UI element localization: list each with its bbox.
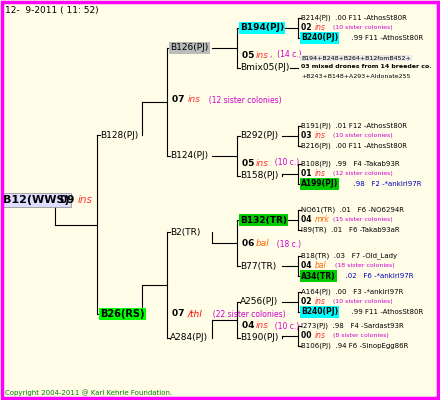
Text: B108(PJ)  .99   F4 -Takab93R: B108(PJ) .99 F4 -Takab93R — [301, 161, 400, 167]
Text: ins: ins — [315, 24, 326, 32]
Text: (18 c.): (18 c.) — [272, 240, 301, 248]
Text: A34(TR): A34(TR) — [301, 272, 336, 280]
Text: (15 sister colonies): (15 sister colonies) — [333, 218, 392, 222]
Text: 07: 07 — [172, 96, 187, 104]
Text: ,  (14 c.): , (14 c.) — [270, 50, 302, 60]
Text: B158(PJ): B158(PJ) — [240, 172, 279, 180]
Text: ins: ins — [315, 132, 326, 140]
Text: 03: 03 — [301, 132, 314, 140]
Text: 04: 04 — [301, 216, 314, 224]
Text: A199(PJ): A199(PJ) — [301, 180, 338, 188]
Text: 09: 09 — [60, 195, 78, 205]
Text: B2(TR): B2(TR) — [170, 228, 200, 236]
Text: I273(PJ)  .98   F4 -Sardast93R: I273(PJ) .98 F4 -Sardast93R — [301, 323, 404, 329]
Text: B214(PJ)  .00 F11 -AthosSt80R: B214(PJ) .00 F11 -AthosSt80R — [301, 15, 407, 21]
Text: (22 sister colonies): (22 sister colonies) — [208, 310, 286, 318]
Text: 02: 02 — [301, 298, 314, 306]
Text: /thl: /thl — [188, 310, 203, 318]
Text: B216(PJ)  .00 F11 -AthosSt80R: B216(PJ) .00 F11 -AthosSt80R — [301, 143, 407, 149]
Text: 04: 04 — [242, 322, 258, 330]
Text: B240(PJ): B240(PJ) — [301, 308, 338, 316]
Text: (12 sister colonies): (12 sister colonies) — [329, 172, 393, 176]
Text: 05: 05 — [242, 50, 257, 60]
Text: A284(PJ): A284(PJ) — [170, 334, 208, 342]
Text: .02   F6 -*ankiri97R: .02 F6 -*ankiri97R — [341, 273, 414, 279]
Text: A164(PJ)  .00   F3 -*ankiri97R: A164(PJ) .00 F3 -*ankiri97R — [301, 289, 403, 295]
Text: B190(PJ): B190(PJ) — [240, 334, 279, 342]
Text: ins: ins — [256, 50, 269, 60]
Text: ins: ins — [315, 170, 326, 178]
Text: B77(TR): B77(TR) — [240, 262, 276, 270]
Text: mrk: mrk — [315, 216, 330, 224]
Text: B12(WWS): B12(WWS) — [3, 195, 70, 205]
Text: +B243+B148+A293+Aldonate255: +B243+B148+A293+Aldonate255 — [301, 74, 411, 78]
Text: ins: ins — [188, 96, 201, 104]
Text: B126(PJ): B126(PJ) — [170, 44, 208, 52]
Text: A256(PJ): A256(PJ) — [240, 298, 278, 306]
Text: (18 sister colonies): (18 sister colonies) — [331, 264, 395, 268]
Text: B26(RS): B26(RS) — [100, 309, 144, 319]
Text: (10 c.): (10 c.) — [270, 322, 299, 330]
Text: ins: ins — [256, 322, 269, 330]
Text: ins: ins — [78, 195, 93, 205]
Text: B18(TR)  .03   F7 -Old_Lady: B18(TR) .03 F7 -Old_Lady — [301, 253, 397, 259]
Text: 04: 04 — [301, 262, 314, 270]
Text: .99 F11 -AthosSt80R: .99 F11 -AthosSt80R — [347, 35, 423, 41]
Text: .98   F2 -*ankiri97R: .98 F2 -*ankiri97R — [349, 181, 422, 187]
Text: 01: 01 — [301, 170, 314, 178]
Text: bal: bal — [315, 262, 326, 270]
Text: B132(TR): B132(TR) — [240, 216, 287, 224]
Text: B194(PJ): B194(PJ) — [240, 24, 284, 32]
Text: .99 F11 -AthosSt80R: .99 F11 -AthosSt80R — [347, 309, 423, 315]
Text: NO61(TR)  .01   F6 -NO6294R: NO61(TR) .01 F6 -NO6294R — [301, 207, 404, 213]
Text: Copyright 2004-2011 @ Karl Kehrle Foundation.: Copyright 2004-2011 @ Karl Kehrle Founda… — [5, 390, 172, 396]
Text: (10 sister colonies): (10 sister colonies) — [329, 26, 392, 30]
Text: 06: 06 — [242, 240, 257, 248]
Text: 12-  9-2011 ( 11: 52): 12- 9-2011 ( 11: 52) — [5, 6, 99, 14]
Text: ins: ins — [256, 158, 269, 168]
Text: (8 sister colonies): (8 sister colonies) — [329, 334, 389, 338]
Text: 02: 02 — [301, 24, 314, 32]
Text: B292(PJ): B292(PJ) — [240, 132, 278, 140]
Text: 05: 05 — [242, 158, 257, 168]
Text: (12 sister colonies): (12 sister colonies) — [204, 96, 282, 104]
Text: I89(TR)  .01   F6 -Takab93aR: I89(TR) .01 F6 -Takab93aR — [301, 227, 400, 233]
Text: (10 c.): (10 c.) — [270, 158, 299, 168]
Text: B191(PJ)  .01 F12 -AthosSt80R: B191(PJ) .01 F12 -AthosSt80R — [301, 123, 407, 129]
Text: (10 sister colonies): (10 sister colonies) — [329, 134, 392, 138]
Text: B240(PJ): B240(PJ) — [301, 34, 338, 42]
Text: 00: 00 — [301, 332, 314, 340]
Text: ins: ins — [315, 298, 326, 306]
Text: B128(PJ): B128(PJ) — [100, 130, 138, 140]
Text: 03 mixed drones from 14 breeder co.: 03 mixed drones from 14 breeder co. — [301, 64, 432, 70]
Text: Bmix05(PJ): Bmix05(PJ) — [240, 64, 290, 72]
Text: (10 sister colonies): (10 sister colonies) — [329, 300, 392, 304]
Text: ins: ins — [315, 332, 326, 340]
Text: B124(PJ): B124(PJ) — [170, 152, 208, 160]
Text: 07: 07 — [172, 310, 187, 318]
Text: bal: bal — [256, 240, 270, 248]
Text: B194+B248+B264+B12fomB452+: B194+B248+B264+B12fomB452+ — [301, 56, 411, 60]
Text: B106(PJ)  .94 F6 -SinopEgg86R: B106(PJ) .94 F6 -SinopEgg86R — [301, 343, 408, 349]
